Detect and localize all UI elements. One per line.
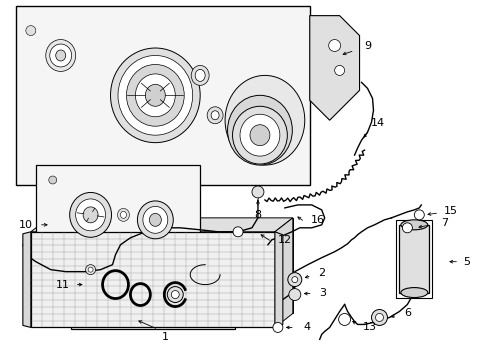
Text: 8: 8 [254, 210, 261, 220]
Ellipse shape [240, 114, 279, 156]
Ellipse shape [142, 206, 167, 233]
Text: 11: 11 [56, 280, 70, 289]
Circle shape [167, 287, 183, 302]
Ellipse shape [50, 44, 72, 67]
Ellipse shape [145, 84, 165, 106]
Ellipse shape [69, 193, 111, 237]
Circle shape [233, 227, 243, 237]
Bar [396, 220, 431, 298]
Text: 1: 1 [162, 332, 168, 342]
Circle shape [402, 223, 411, 233]
Circle shape [287, 273, 301, 287]
Ellipse shape [249, 125, 269, 146]
Text: 9: 9 [363, 41, 370, 50]
Circle shape [49, 176, 57, 184]
Ellipse shape [76, 199, 105, 231]
Ellipse shape [400, 220, 427, 230]
Circle shape [375, 314, 383, 321]
Ellipse shape [126, 64, 184, 126]
Bar [399, 225, 428, 293]
Text: 14: 14 [370, 118, 384, 128]
Circle shape [328, 40, 340, 51]
Circle shape [288, 289, 300, 301]
Circle shape [338, 314, 350, 325]
Ellipse shape [118, 55, 192, 135]
Circle shape [85, 265, 95, 275]
Ellipse shape [120, 211, 126, 219]
Ellipse shape [135, 74, 175, 117]
Text: 6: 6 [403, 309, 410, 319]
Circle shape [334, 66, 344, 75]
Ellipse shape [110, 48, 200, 143]
Ellipse shape [46, 40, 76, 71]
Ellipse shape [83, 207, 98, 223]
Ellipse shape [211, 111, 219, 120]
Ellipse shape [56, 50, 65, 61]
Text: 12: 12 [277, 235, 291, 245]
Circle shape [88, 267, 93, 272]
Circle shape [26, 26, 36, 36]
Text: 2: 2 [318, 267, 325, 278]
Polygon shape [49, 218, 292, 314]
Polygon shape [274, 232, 282, 328]
Text: 5: 5 [463, 257, 469, 267]
Bar [36, 165, 200, 260]
Text: 4: 4 [303, 323, 310, 332]
Text: 3: 3 [319, 288, 325, 298]
Text: 15: 15 [443, 206, 457, 216]
Ellipse shape [149, 213, 161, 226]
Ellipse shape [232, 106, 287, 164]
Text: 13: 13 [362, 323, 376, 332]
Ellipse shape [207, 107, 223, 124]
Circle shape [413, 210, 424, 220]
Polygon shape [309, 15, 359, 120]
Circle shape [251, 186, 264, 198]
Bar [16, 6, 309, 185]
Circle shape [291, 276, 297, 283]
Ellipse shape [117, 208, 129, 221]
Text: 16: 16 [310, 215, 324, 225]
Circle shape [371, 310, 386, 325]
Ellipse shape [191, 66, 209, 85]
Circle shape [272, 323, 282, 332]
Ellipse shape [227, 95, 292, 165]
Ellipse shape [195, 69, 205, 81]
Polygon shape [274, 218, 292, 328]
Text: 10: 10 [19, 220, 33, 230]
Ellipse shape [224, 75, 304, 165]
Ellipse shape [400, 288, 427, 298]
Bar [31, 232, 274, 328]
Ellipse shape [137, 201, 173, 239]
Polygon shape [31, 218, 292, 232]
Text: 7: 7 [440, 218, 447, 228]
Polygon shape [23, 232, 31, 328]
Circle shape [171, 291, 179, 298]
Bar [71, 250, 235, 329]
